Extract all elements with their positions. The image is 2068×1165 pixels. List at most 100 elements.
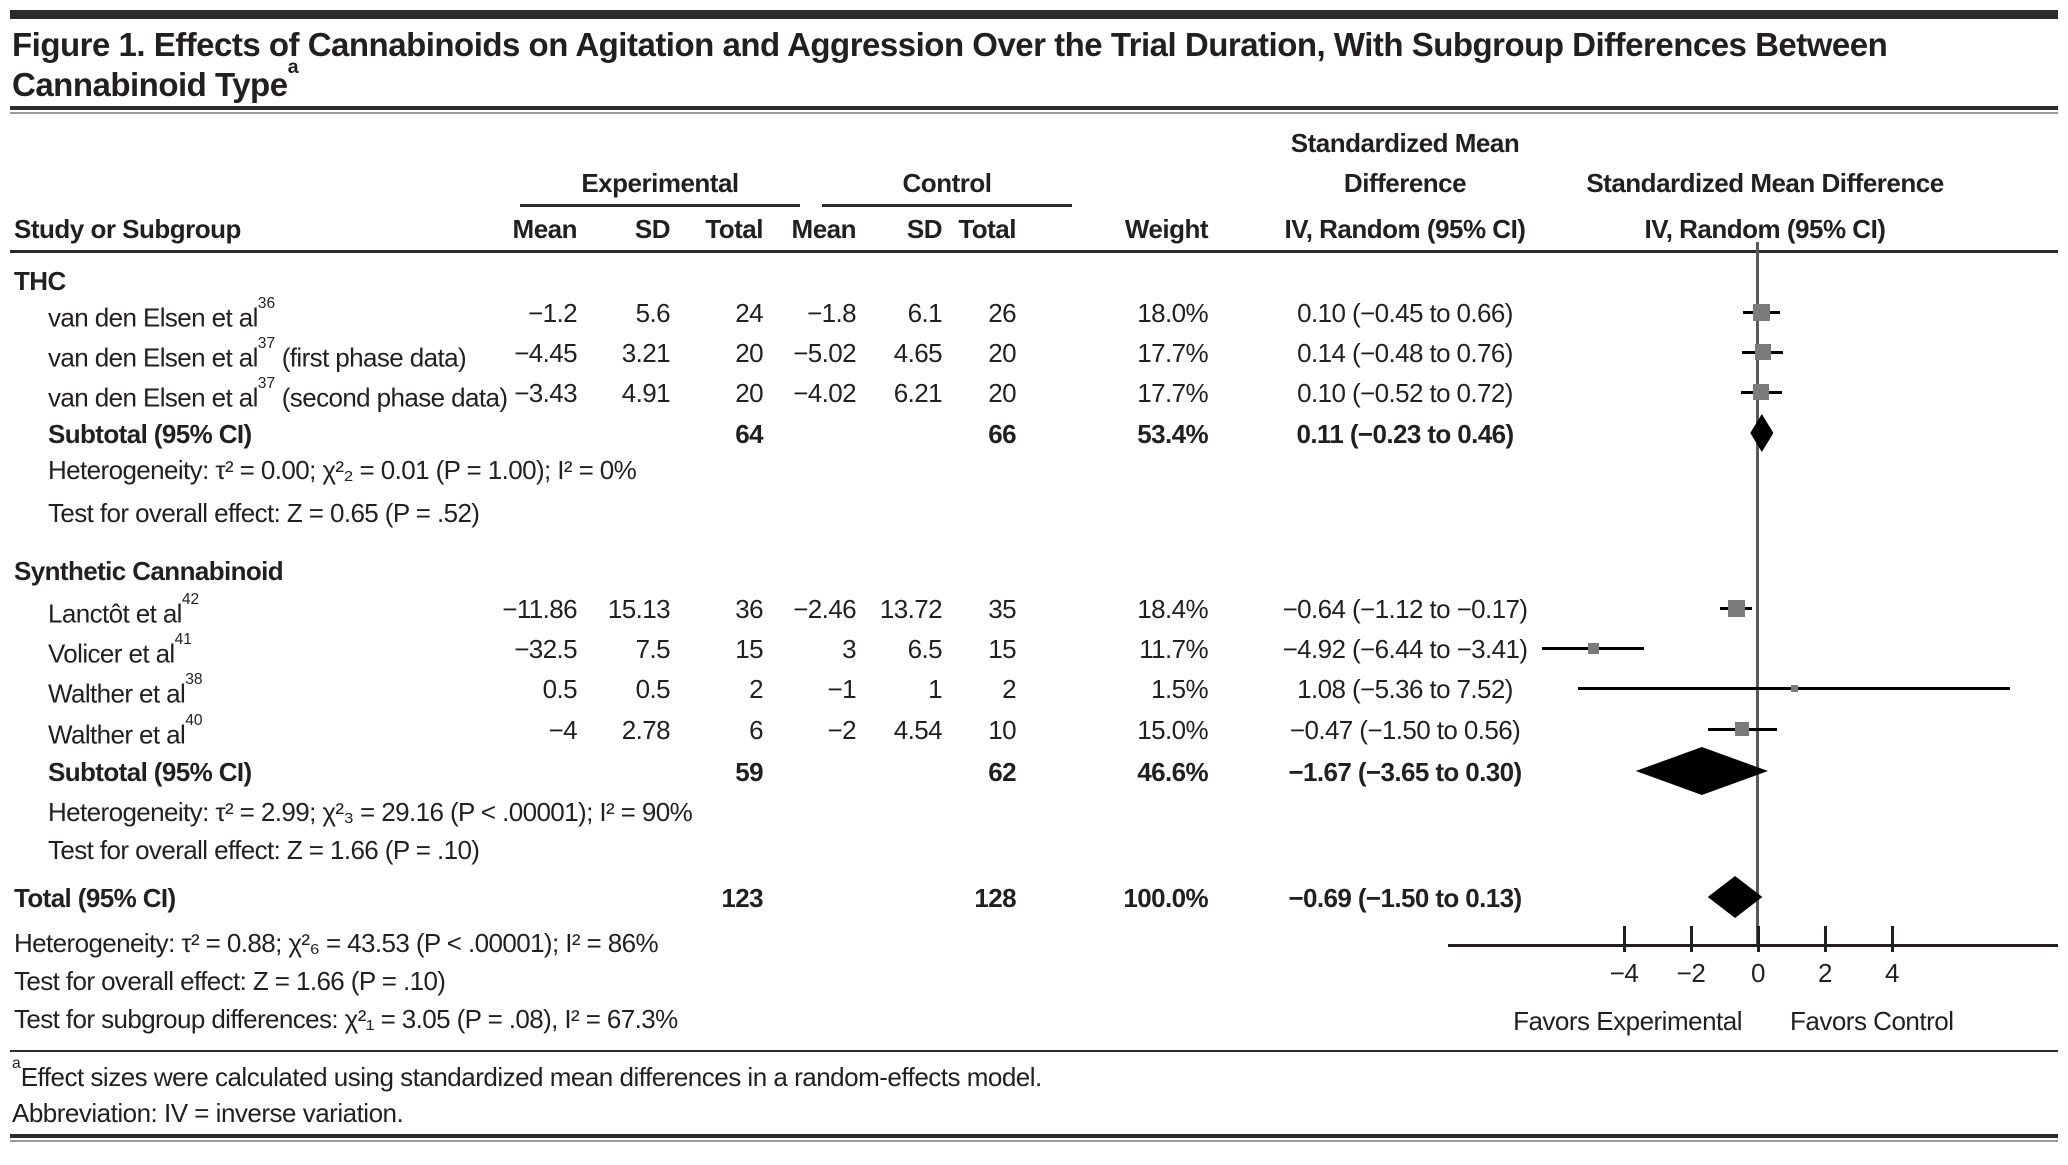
ctl-total: 26 [988,298,1016,328]
figure-title-line2: Cannabinoid Typea [12,56,299,103]
experimental-underline [520,204,800,207]
exp-sd: 0.5 [635,674,671,704]
ctl-total: 66 [988,419,1016,449]
study-label: Lanctôt et al42 [48,591,200,629]
reference-superscript: 37 [257,335,276,353]
exp-mean: 0.5 [542,674,578,704]
title-divider-shadow [10,112,2058,114]
study-label: van den Elsen et al37 (second phase data… [48,375,508,413]
group-label: Synthetic Cannabinoid [14,556,284,586]
figure-bottom-bar-shadow [10,1140,2058,1142]
axis-tick-label: 0 [1751,958,1765,988]
exp-sd: 2.78 [621,715,671,745]
weight: 11.7% [1139,634,1208,664]
exp-mean: −4 [548,715,578,745]
footnote-abbreviation: Abbreviation: IV = inverse variation. [12,1098,404,1128]
ctl-sd: 1 [928,674,942,704]
exp-sd-header: SD [634,214,671,244]
group-label: THC [14,266,66,296]
footnote-rule [10,1050,2058,1052]
exp-total: 59 [735,757,763,787]
exp-mean: −4.45 [514,338,577,368]
ctl-mean: −1 [827,674,857,704]
exp-mean: −11.86 [502,594,577,624]
weight: 18.4% [1137,594,1208,624]
smd-ci: −0.64 (−1.12 to −0.17) [1282,594,1528,624]
ctl-mean: −5.02 [793,338,856,368]
exp-total: 20 [735,338,763,368]
exp-sd: 15.13 [607,594,671,624]
exp-sd: 5.6 [635,298,671,328]
reference-superscript: 37 [257,375,276,393]
ctl-sd: 6.5 [907,634,943,664]
figure-top-bar [10,10,2058,19]
ctl-sd: 4.54 [893,715,943,745]
overall-effect-stat: Test for overall effect: Z = 1.66 (P = .… [14,966,446,996]
favors-experimental-label: Favors Experimental [1513,1006,1742,1036]
weight: 17.7% [1137,378,1208,408]
exp-mean: −32.5 [514,634,577,664]
table-row: Walther et al38 0.5 0.5 2 −1 1 2 1.5% 1.… [0,671,2068,709]
exp-sd: 7.5 [635,634,671,664]
footnote-a-marker: a [12,1054,21,1072]
table-row: van den Elsen et al36 −1.2 5.6 24 −1.8 6… [0,295,2068,333]
plot-zero-line [1756,242,1759,945]
exp-total: 64 [735,419,763,449]
ctl-total-header: Total [958,214,1016,244]
axis-tick [1622,926,1626,952]
weight: 53.4% [1137,419,1208,449]
ctl-sd: 13.72 [879,594,943,624]
weight: 1.5% [1151,674,1208,704]
weight: 17.7% [1137,338,1208,368]
ctl-mean: −2.46 [793,594,856,624]
reference-superscript: 41 [174,631,192,649]
total-label: Total (95% CI) [14,883,176,913]
smd-ci: 1.08 (−5.36 to 7.52) [1297,674,1513,704]
weight: 18.0% [1137,298,1208,328]
title-footnote-marker: a [287,56,299,79]
ctl-total: 20 [988,338,1016,368]
axis-tick [1890,926,1894,952]
exp-mean-header: Mean [512,214,578,244]
table-row: van den Elsen et al37 (first phase data)… [0,335,2068,372]
exp-total-header: Total [705,214,763,244]
ctl-total: 128 [974,883,1016,913]
iv-random-header: IV, Random (95% CI) [1284,214,1526,244]
heterogeneity-stat: Heterogeneity: τ² = 0.88; χ²₆ = 43.53 (P… [14,928,659,958]
ctl-total: 10 [988,715,1016,745]
table-row: Walther et al40 −4 2.78 6 −2 4.54 10 15.… [0,712,2068,750]
smd-ci: 0.10 (−0.45 to 0.66) [1297,298,1513,328]
table-row: van den Elsen et al37 (second phase data… [0,375,2068,413]
table-row: Lanctôt et al42 −11.86 15.13 36 −2.46 13… [0,591,2068,629]
smd-ci: −0.69 (−1.50 to 0.13) [1288,883,1522,913]
group-row-synthetic: Synthetic Cannabinoid [0,554,2068,590]
header-rule [10,250,2058,253]
smd-header-line2: Difference [1343,168,1467,198]
study-label: Walther et al40 [48,712,203,750]
group-row-thc: THC [0,264,2068,300]
exp-total: 36 [735,594,763,624]
overall-effect-stat: Test for overall effect: Z = 0.65 (P = .… [48,498,480,528]
study-label: Walther et al38 [48,671,203,709]
smd-ci: −4.92 (−6.44 to −3.41) [1282,634,1528,664]
ctl-mean: −2 [827,715,857,745]
exp-total: 20 [735,378,763,408]
subtotal-label: Subtotal (95% CI) [48,419,252,449]
ctl-total: 15 [988,634,1016,664]
heterogeneity-stat: Heterogeneity: τ² = 0.00; χ²₂ = 0.01 (P … [48,455,637,485]
weight: 100.0% [1123,883,1208,913]
plot-iv-random-header: IV, Random (95% CI) [1644,214,1886,244]
exp-mean: −1.2 [528,298,578,328]
reference-superscript: 36 [257,295,276,313]
study-label: van den Elsen et al36 [48,295,276,333]
ctl-mean: −1.8 [807,298,857,328]
exp-sd: 4.91 [621,378,671,408]
subtotal-row: Subtotal (95% CI) 64 66 53.4% 0.11 (−0.2… [0,417,2068,453]
exp-total: 123 [721,883,763,913]
ctl-mean-header: Mean [791,214,857,244]
subgroup-differences-stat: Test for subgroup differences: χ²₁ = 3.0… [14,1004,678,1034]
exp-total: 24 [735,298,763,328]
smd-ci: 0.11 (−0.23 to 0.46) [1296,419,1514,449]
axis-tick [1823,926,1827,952]
control-underline [822,204,1072,207]
